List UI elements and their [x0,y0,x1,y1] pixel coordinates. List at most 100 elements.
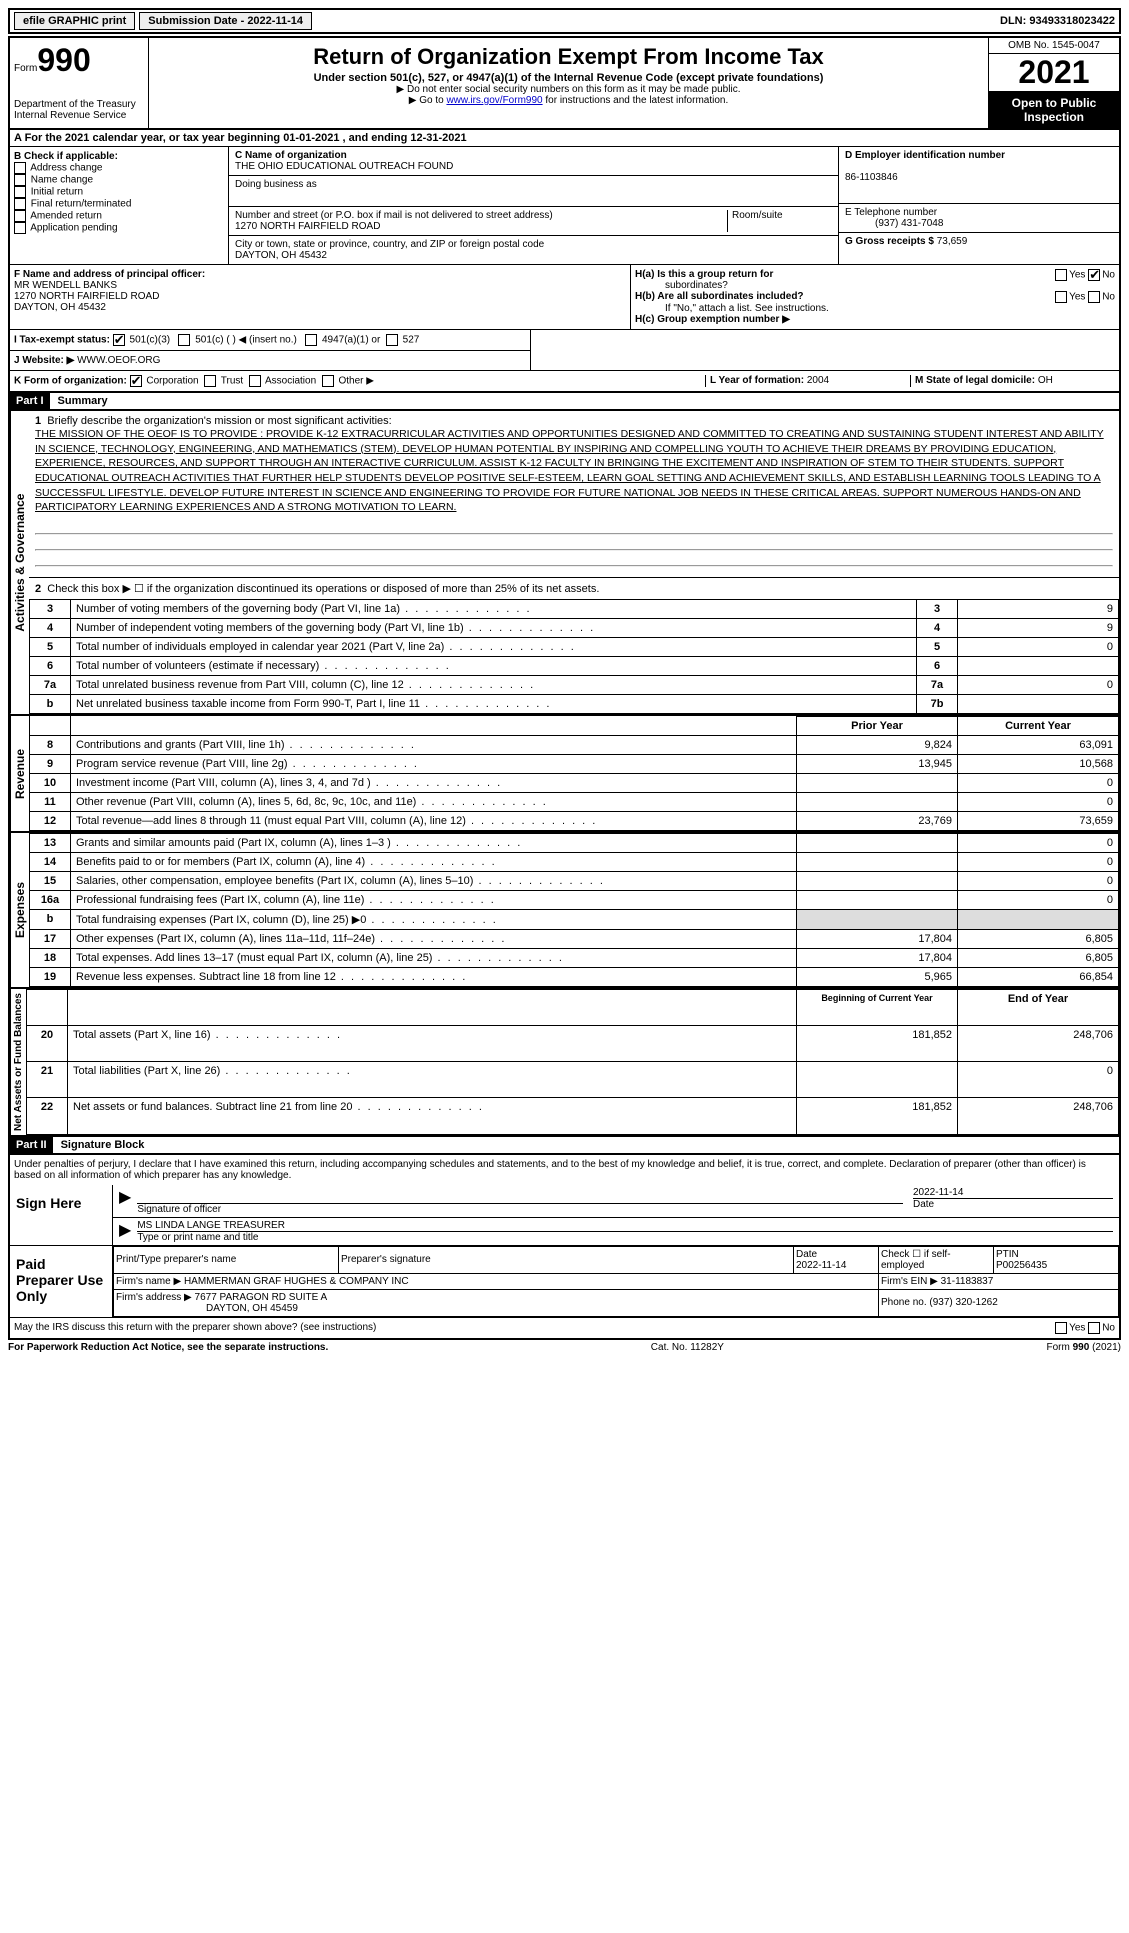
prior-year-value: 17,804 [797,929,958,948]
row-value [958,694,1119,713]
row-num: 13 [30,833,71,852]
row-label: Salaries, other compensation, employee b… [71,871,797,890]
discuss-yes-checkbox[interactable] [1055,1322,1067,1334]
ha-yes-checkbox[interactable] [1055,269,1067,281]
other-checkbox[interactable] [322,375,334,387]
m-label: M State of legal domicile: [915,375,1035,386]
form-subtitle: Under section 501(c), 527, or 4947(a)(1)… [153,72,984,84]
current-year-value: 0 [958,890,1119,909]
row-label: Total number of volunteers (estimate if … [71,656,917,675]
hb-no-checkbox[interactable] [1088,291,1100,303]
row-num: 12 [30,811,71,830]
part1-badge: Part I [10,393,50,409]
hb-yes-checkbox[interactable] [1055,291,1067,303]
irs-link[interactable]: www.irs.gov/Form990 [446,95,542,106]
current-year-value: 0 [958,773,1119,792]
irs-label: Internal Revenue Service [14,110,144,121]
assoc-checkbox[interactable] [249,375,261,387]
d-label: D Employer identification number [845,150,1005,161]
row-num: 6 [30,656,71,675]
ptin-label: PTIN [996,1249,1019,1260]
shaded-cell [958,909,1119,929]
row-label: Total expenses. Add lines 13–17 (must eq… [71,948,797,967]
begin-year-value: 181,852 [797,1098,958,1134]
end-year-value: 248,706 [958,1025,1119,1061]
corp-checkbox[interactable] [130,375,142,387]
501c-checkbox[interactable] [178,334,190,346]
discuss-no-checkbox[interactable] [1088,1322,1100,1334]
row-label: Other revenue (Part VIII, column (A), li… [71,792,797,811]
checkbox-final-return-terminated[interactable] [14,198,26,210]
row-num: 10 [30,773,71,792]
footer-left: For Paperwork Reduction Act Notice, see … [8,1342,328,1353]
firm-addr-label: Firm's address ▶ [116,1292,192,1303]
gross-receipts: 73,659 [937,236,968,247]
perjury-statement: Under penalties of perjury, I declare th… [8,1155,1121,1185]
prior-year-value: 23,769 [797,811,958,830]
trust-label: Trust [221,376,243,387]
checkbox-initial-return[interactable] [14,186,26,198]
row-num: 19 [30,967,71,986]
row-label: Investment income (Part VIII, column (A)… [71,773,797,792]
4947-checkbox[interactable] [305,334,317,346]
trust-checkbox[interactable] [204,375,216,387]
arrow-icon-2: ▶ [119,1220,131,1243]
row-num: 3 [30,599,71,618]
checkbox-amended-return[interactable] [14,210,26,222]
firm-phone-label: Phone no. [881,1297,927,1308]
sign-here-label: Sign Here [10,1185,113,1245]
checkbox-address-change[interactable] [14,162,26,174]
current-year-value: 73,659 [958,811,1119,830]
sig-officer-label: Signature of officer [137,1203,903,1215]
row-num: 15 [30,871,71,890]
side-revenue: Revenue [10,716,29,831]
city-value: DAYTON, OH 45432 [235,250,327,261]
ein-value: 86-1103846 [845,172,898,183]
hc-label: H(c) Group exemption number ▶ [635,314,790,325]
hb-label: H(b) Are all subordinates included? [635,291,804,302]
discuss-yes: Yes [1069,1322,1085,1333]
row-num: b [30,694,71,713]
firm-phone: (937) 320-1262 [929,1297,997,1308]
501c3-checkbox[interactable] [113,334,125,346]
mission-text: THE MISSION OF THE OEOF IS TO PROVIDE : … [35,427,1113,515]
part1-header-row: Part I Summary [8,393,1121,411]
row-num: 20 [27,1025,68,1061]
street-label: Number and street (or P.O. box if mail i… [235,210,553,221]
checkbox-name-change[interactable] [14,174,26,186]
dept-treasury: Department of the Treasury [14,99,144,110]
current-year-value: 6,805 [958,929,1119,948]
row-num: 4 [30,618,71,637]
row-num: 16a [30,890,71,909]
prior-year-value [797,773,958,792]
begin-year-value: 181,852 [797,1025,958,1061]
ha-no-checkbox[interactable] [1088,269,1100,281]
ha-sub: subordinates? [635,280,728,291]
street-value: 1270 NORTH FAIRFIELD ROAD [235,221,380,232]
row-label: Program service revenue (Part VIII, line… [71,754,797,773]
arrow-icon: ▶ [119,1187,131,1215]
checkbox-application-pending[interactable] [14,222,26,234]
prior-year-value: 9,824 [797,735,958,754]
paid-preparer-label: Paid Preparer Use Only [10,1246,113,1317]
row-label: Net unrelated business taxable income fr… [71,694,917,713]
dba-label: Doing business as [235,179,317,190]
hb-note: If "No," attach a list. See instructions… [635,303,1115,314]
officer-typed-name: MS LINDA LANGE TREASURER [137,1220,1113,1231]
side-expenses: Expenses [10,833,29,987]
row-ref: 4 [917,618,958,637]
corp-label: Corporation [146,376,198,387]
row-num: 5 [30,637,71,656]
efile-print-button[interactable]: efile GRAPHIC print [14,12,135,30]
begin-year-value [797,1062,958,1098]
row-value: 0 [958,637,1119,656]
part2-badge: Part II [10,1137,53,1153]
row-label: Professional fundraising fees (Part IX, … [71,890,797,909]
row-num: 21 [27,1062,68,1098]
527-checkbox[interactable] [386,334,398,346]
no-label-2: No [1102,292,1115,303]
row-value: 9 [958,618,1119,637]
c-label: C Name of organization [235,150,347,161]
end-year-value: 0 [958,1062,1119,1098]
yes-label: Yes [1069,270,1085,281]
